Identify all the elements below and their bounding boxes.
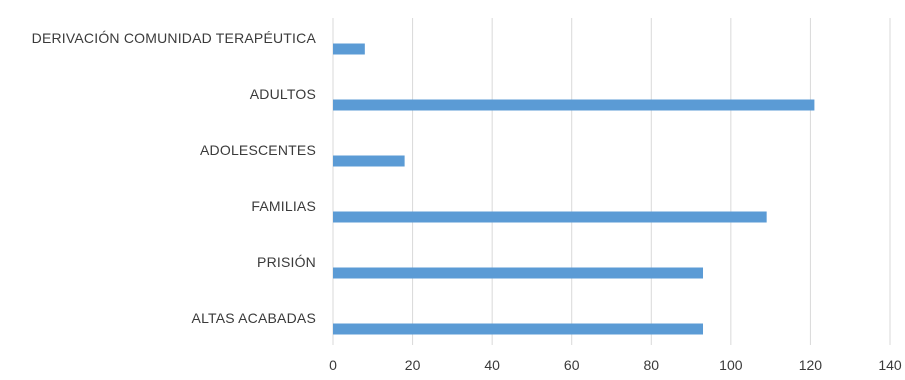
category-label: ALTAS ACABADAS: [192, 310, 316, 326]
x-tick-label: 60: [564, 357, 580, 373]
bar-1: [333, 99, 815, 111]
category-label: FAMILIAS: [251, 198, 316, 214]
bar-5: [333, 323, 704, 335]
x-tick-label: 140: [878, 357, 902, 373]
bars: [333, 43, 815, 335]
x-tick-label: 120: [799, 357, 823, 373]
category-label: ADOLESCENTES: [200, 142, 316, 158]
gridlines: [332, 18, 891, 345]
x-tick-label: 40: [484, 357, 500, 373]
x-tick-label: 20: [405, 357, 421, 373]
bar-2: [333, 155, 405, 167]
bar-3: [333, 211, 767, 223]
bar-0: [333, 43, 365, 55]
category-label: PRISIÓN: [257, 254, 316, 270]
x-tick-label: 100: [719, 357, 743, 373]
category-labels: DERIVACIÓN COMUNIDAD TERAPÉUTICA ADULTOS A…: [32, 30, 317, 326]
category-label: ADULTOS: [250, 86, 316, 102]
category-label: DERIVACIÓN COMUNIDAD TERAPÉUTICA: [32, 30, 317, 46]
bar-4: [333, 267, 704, 279]
x-tick-label: 0: [329, 357, 337, 373]
x-tick-labels: 0 20 40 60 80 100 120 140: [329, 357, 902, 373]
x-tick-label: 80: [643, 357, 659, 373]
